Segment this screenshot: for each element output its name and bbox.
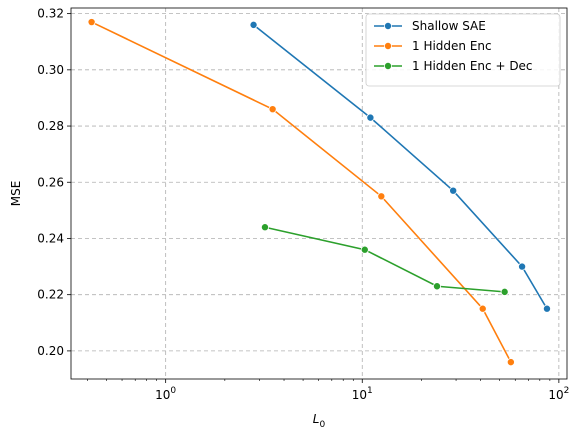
data-point <box>249 20 258 29</box>
x-tick-exponent: 0 <box>170 386 176 396</box>
x-axis-label-sub: 0 <box>319 420 325 430</box>
data-point <box>478 304 487 313</box>
y-axis-label: MSE <box>9 181 23 207</box>
grid-lines <box>71 8 567 379</box>
legend-item: 1 Hidden Enc <box>374 39 492 53</box>
data-point <box>500 287 509 296</box>
data-point <box>260 223 269 232</box>
x-tick-exponent: 1 <box>367 386 373 396</box>
y-axis: 0.20 0.22 0.24 0.26 0.28 0.30 0.32 <box>37 7 71 358</box>
data-point <box>268 105 277 114</box>
legend-label: 1 Hidden Enc + Dec <box>412 59 533 73</box>
data-point <box>449 186 458 195</box>
y-tick-label: 0.32 <box>37 7 64 21</box>
legend-box <box>365 13 561 87</box>
y-tick-label: 0.24 <box>37 231 64 245</box>
data-point <box>87 18 96 27</box>
y-tick-label: 0.30 <box>37 63 64 77</box>
x-tick-label: 101 <box>352 386 373 402</box>
x-tick-base: 10 <box>155 388 170 402</box>
x-tick-label: 100 <box>155 386 176 402</box>
legend: Shallow SAE 1 Hidden Enc 1 Hidden Enc + De… <box>365 13 561 87</box>
x-axis-label: L0 <box>313 412 326 430</box>
series-2 <box>87 18 515 367</box>
series-line <box>264 226 505 293</box>
legend-label: 1 Hidden Enc <box>412 39 492 53</box>
data-point <box>518 262 527 271</box>
x-axis: 100 101 102 <box>87 379 569 402</box>
plot-frame <box>70 7 568 380</box>
data-point <box>366 113 375 122</box>
legend-marker <box>383 21 392 30</box>
data-point <box>542 304 551 313</box>
x-tick-base: 10 <box>548 388 563 402</box>
legend-label: Shallow SAE <box>412 19 486 33</box>
x-axis-label-main: L <box>313 412 320 426</box>
x-tick-label: 102 <box>548 386 569 402</box>
data-point <box>506 358 515 367</box>
y-tick-label: 0.26 <box>37 175 64 189</box>
legend-marker <box>383 62 392 71</box>
legend-item: Shallow SAE <box>374 19 486 33</box>
series-layer <box>87 18 551 367</box>
legend-marker <box>383 42 392 51</box>
x-tick-base: 10 <box>352 388 367 402</box>
legend-item: 1 Hidden Enc + Dec <box>374 59 533 73</box>
x-tick-exponent: 2 <box>564 386 570 396</box>
data-point <box>377 192 386 201</box>
series-1 <box>249 20 551 313</box>
series-3 <box>260 223 509 296</box>
data-point <box>433 282 442 291</box>
y-tick-label: 0.22 <box>37 288 64 302</box>
y-tick-label: 0.28 <box>37 119 64 133</box>
data-point <box>360 245 369 254</box>
y-tick-label: 0.20 <box>37 344 64 358</box>
